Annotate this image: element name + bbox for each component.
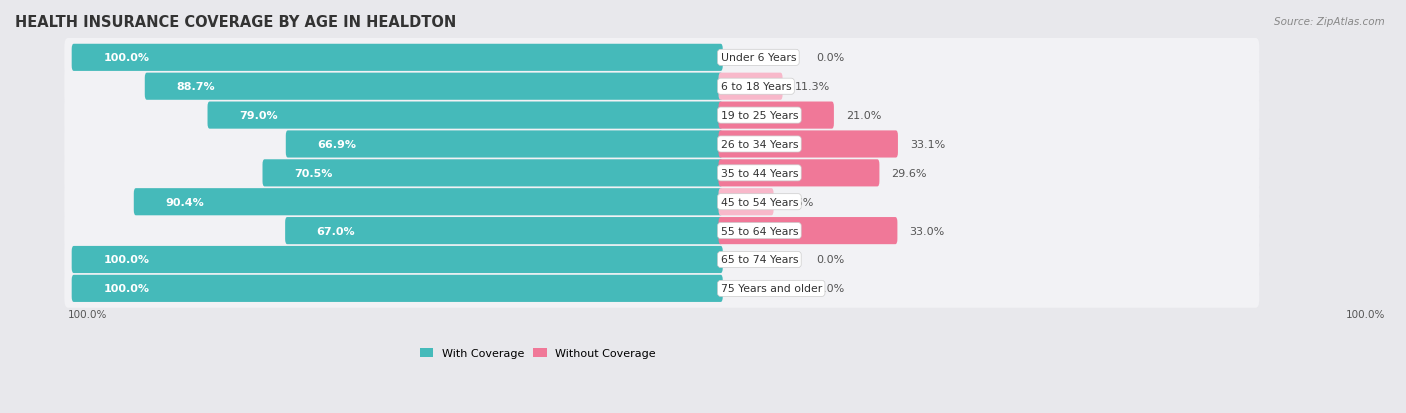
FancyBboxPatch shape — [263, 160, 723, 187]
Text: 21.0%: 21.0% — [846, 111, 882, 121]
FancyBboxPatch shape — [208, 102, 723, 129]
Text: 75 Years and older: 75 Years and older — [721, 284, 823, 294]
Text: 19 to 25 Years: 19 to 25 Years — [721, 111, 799, 121]
FancyBboxPatch shape — [65, 154, 1260, 193]
Text: 33.1%: 33.1% — [910, 140, 945, 150]
Text: 9.6%: 9.6% — [786, 197, 814, 207]
Text: 100.0%: 100.0% — [1346, 309, 1385, 319]
Text: 100.0%: 100.0% — [103, 284, 149, 294]
Text: 29.6%: 29.6% — [891, 169, 927, 178]
Text: 0.0%: 0.0% — [815, 284, 844, 294]
Text: Source: ZipAtlas.com: Source: ZipAtlas.com — [1274, 17, 1385, 26]
FancyBboxPatch shape — [285, 218, 723, 244]
FancyBboxPatch shape — [718, 102, 834, 129]
Text: 45 to 54 Years: 45 to 54 Years — [721, 197, 799, 207]
FancyBboxPatch shape — [718, 74, 783, 100]
Text: 0.0%: 0.0% — [815, 255, 844, 265]
Text: 88.7%: 88.7% — [176, 82, 215, 92]
Text: 67.0%: 67.0% — [316, 226, 356, 236]
FancyBboxPatch shape — [718, 131, 898, 158]
FancyBboxPatch shape — [718, 218, 897, 244]
FancyBboxPatch shape — [65, 68, 1260, 106]
Text: 26 to 34 Years: 26 to 34 Years — [721, 140, 799, 150]
Text: 11.3%: 11.3% — [794, 82, 830, 92]
FancyBboxPatch shape — [285, 131, 723, 158]
FancyBboxPatch shape — [718, 189, 773, 216]
FancyBboxPatch shape — [145, 74, 723, 100]
FancyBboxPatch shape — [72, 275, 723, 302]
Text: 100.0%: 100.0% — [67, 309, 107, 319]
FancyBboxPatch shape — [72, 246, 723, 273]
Text: 90.4%: 90.4% — [166, 197, 204, 207]
Text: 66.9%: 66.9% — [318, 140, 356, 150]
Text: 65 to 74 Years: 65 to 74 Years — [721, 255, 799, 265]
FancyBboxPatch shape — [65, 183, 1260, 221]
Text: 100.0%: 100.0% — [103, 53, 149, 63]
Text: 79.0%: 79.0% — [239, 111, 277, 121]
Text: 35 to 44 Years: 35 to 44 Years — [721, 169, 799, 178]
FancyBboxPatch shape — [134, 189, 723, 216]
Text: 33.0%: 33.0% — [910, 226, 945, 236]
FancyBboxPatch shape — [718, 160, 879, 187]
Text: 6 to 18 Years: 6 to 18 Years — [721, 82, 792, 92]
Text: 0.0%: 0.0% — [815, 53, 844, 63]
Legend: With Coverage, Without Coverage: With Coverage, Without Coverage — [415, 344, 661, 363]
Text: 100.0%: 100.0% — [103, 255, 149, 265]
FancyBboxPatch shape — [65, 125, 1260, 164]
Text: Under 6 Years: Under 6 Years — [721, 53, 796, 63]
Text: HEALTH INSURANCE COVERAGE BY AGE IN HEALDTON: HEALTH INSURANCE COVERAGE BY AGE IN HEAL… — [15, 15, 457, 30]
FancyBboxPatch shape — [65, 97, 1260, 135]
FancyBboxPatch shape — [65, 269, 1260, 308]
FancyBboxPatch shape — [65, 240, 1260, 279]
Text: 55 to 64 Years: 55 to 64 Years — [721, 226, 799, 236]
FancyBboxPatch shape — [65, 39, 1260, 78]
FancyBboxPatch shape — [72, 45, 723, 72]
FancyBboxPatch shape — [65, 212, 1260, 250]
Text: 70.5%: 70.5% — [294, 169, 332, 178]
